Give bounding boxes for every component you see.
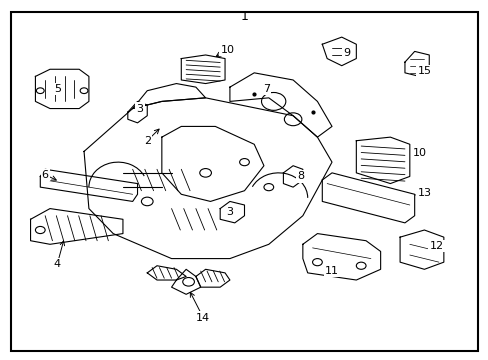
Text: 10: 10 [412,148,426,158]
Text: 3: 3 [226,207,233,217]
Text: 8: 8 [296,171,304,181]
Text: 15: 15 [417,66,430,76]
Text: 1: 1 [240,10,248,23]
Text: 13: 13 [417,188,430,198]
Text: 5: 5 [54,84,61,94]
Text: 14: 14 [196,312,210,323]
Text: 12: 12 [428,241,443,251]
Text: 2: 2 [143,136,150,146]
Text: 10: 10 [220,45,234,55]
Text: 7: 7 [262,84,269,94]
Text: 6: 6 [41,170,48,180]
Text: 9: 9 [343,48,349,58]
Text: 3: 3 [136,104,143,113]
Text: 11: 11 [325,266,338,276]
Text: 4: 4 [54,259,61,269]
